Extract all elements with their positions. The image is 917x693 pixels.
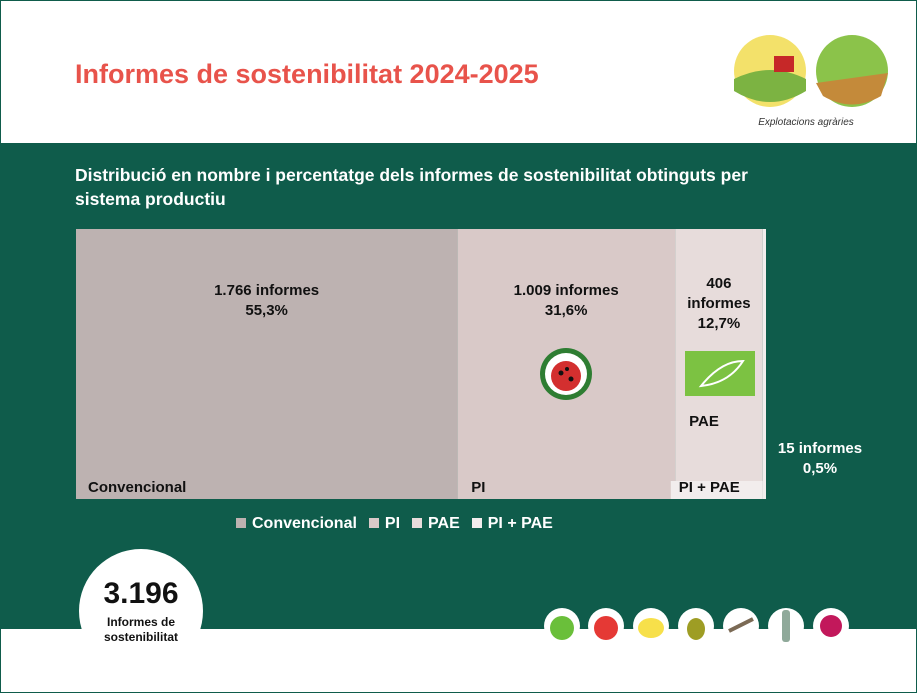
segment-label: 1.766 informes 55,3% <box>76 281 457 321</box>
legend: Convencional PI PAE PI + PAE <box>236 515 553 533</box>
percent-label: 12,7% <box>697 315 741 332</box>
page-title: Informes de sostenibilitat 2024-2025 <box>75 59 539 89</box>
percent-label: 31,6% <box>544 302 588 319</box>
count-label: 1.009 informes <box>513 282 619 299</box>
segment-label: 1.009 informes 31,6% <box>457 281 675 321</box>
legend-item: PAE <box>412 515 460 533</box>
category-label: PAE <box>689 413 719 430</box>
legend-item: Convencional <box>236 515 357 533</box>
legend-label: PI + PAE <box>487 515 553 532</box>
total-value: 3.196 <box>103 577 179 610</box>
legend-label: PAE <box>428 515 460 532</box>
legend-swatch <box>368 518 379 528</box>
category-label: Convencional <box>88 479 187 496</box>
segment <box>76 229 458 499</box>
count-label: 15 informes <box>777 440 863 457</box>
chart-title: Distribució en nombre i percentatge dels… <box>75 165 748 209</box>
count-label: 1.766 informes <box>214 282 320 299</box>
total-badge: 3.196 Informes de sostenibilitat <box>79 549 203 673</box>
legend-item: PI + PAE <box>471 515 553 533</box>
legend-item: PI <box>368 515 401 533</box>
outside-data-label: 15 informes 0,5% <box>776 439 864 479</box>
segment <box>762 229 766 499</box>
segment-label-bg <box>670 481 763 499</box>
category-label: PI + PAE <box>678 479 740 496</box>
legend-label: Convencional <box>252 515 357 532</box>
legend-swatch <box>412 518 423 528</box>
total-caption: Informes de sostenibilitat <box>103 615 178 644</box>
percent-label: 0,5% <box>802 460 838 477</box>
legend-swatch <box>236 518 246 528</box>
brand-caption: Explotacions agràries <box>758 117 854 128</box>
category-label: PI <box>471 479 486 496</box>
legend-label: PI <box>384 515 401 532</box>
count-label: 406 informes <box>687 275 751 312</box>
footer-icons <box>544 608 849 644</box>
legend-swatch <box>471 518 482 528</box>
pae-logo <box>685 351 755 396</box>
percent-label: 55,3% <box>245 302 288 319</box>
header-icons <box>734 35 888 107</box>
pi-logo <box>540 348 592 400</box>
segment-label: 406 informes 12,7% <box>675 274 763 334</box>
